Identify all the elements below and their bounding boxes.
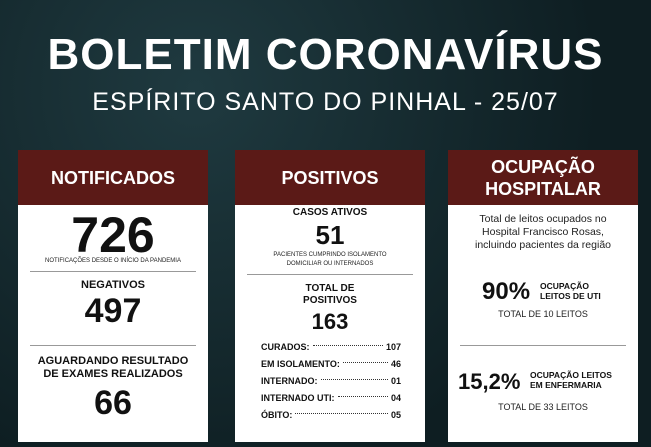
label-line: EM ENFERMARIA [530,380,602,390]
row-label: CURADOS: [261,341,310,352]
intro-line: Hospital Francisco Rosas, [482,226,604,238]
active-label: CASOS ATIVOS [292,207,368,218]
card-ocupacao: OCUPAÇÃO HOSPITALAR Total de leitos ocupa… [448,150,638,442]
heading-line: HOSPITALAR [485,178,601,199]
icu-value: 90% [482,278,531,305]
ward-total: TOTAL DE 33 LEITOS [498,402,588,412]
icu-total: TOTAL DE 10 LEITOS [498,309,588,319]
negatives-label: NEGATIVOS [81,279,145,291]
row-value: 107 [385,341,401,352]
pending: 66 [94,384,132,422]
breakdown-row: EM ISOLAMENTO: 46 [261,355,401,372]
ward-label: OCUPAÇÃO LEITOS EM ENFERMARIA [530,370,612,390]
card-heading: POSITIVOS [235,150,425,205]
heading-line: POSITIVOS [281,167,379,188]
label-line: TOTAL DE [305,283,355,294]
label-line: POSITIVOS [303,295,357,306]
card-heading: OCUPAÇÃO HOSPITALAR [448,150,638,205]
note-line: DOMICILIAR OU INTERNADOS [286,261,374,267]
divider [460,345,626,346]
row-leader [320,379,388,380]
label-line: AGUARDANDO RESULTADO [37,355,189,367]
note-line: PACIENTES CUMPRINDO ISOLAMENTO [273,252,387,258]
row-value: 05 [390,409,401,420]
active: 51 [315,220,345,250]
total-note: NOTIFICAÇÕES DESDE O INÍCIO DA PANDEMIA [45,258,181,264]
row-label: EM ISOLAMENTO: [261,358,340,369]
negatives: 497 [84,292,142,330]
card-notificados: NOTIFICADOS 726 NOTIFICAÇÕES DESDE O INÍ… [18,150,208,442]
row-value: 01 [390,375,401,386]
subtitle: ESPÍRITO SANTO DO PINHAL - 25/07 [92,88,559,116]
pending-label: AGUARDANDO RESULTADO DE EXAMES REALIZADOS [18,355,208,381]
title: BOLETIM CORONAVÍRUS [47,30,604,79]
card-heading: NOTIFICADOS [18,150,208,205]
label-line: OCUPAÇÃO LEITOS [530,370,612,380]
row-value: 46 [390,358,401,369]
active-note: PACIENTES CUMPRINDO ISOLAMENTO DOMICILIAR… [235,251,425,269]
heading-line: NOTIFICADOS [51,167,175,188]
divider [247,274,413,275]
row-value: 04 [390,392,401,403]
card-positivos: POSITIVOS CASOS ATIVOS 51 PACIENTES CUMP… [235,150,425,442]
divider [30,271,196,272]
breakdown-row: CURADOS: 107 [261,338,401,355]
label-line: OCUPAÇÃO [540,281,589,291]
breakdown-row: INTERNADO: 01 [261,372,401,389]
label-line: LEITOS DE UTI [540,291,601,301]
divider [30,345,196,346]
intro-line: Total de leitos ocupados no [479,213,607,225]
positive-breakdown: CURADOS: 107 EM ISOLAMENTO: 46 INTERNADO: 01 I… [261,338,401,423]
row-leader [312,345,383,346]
icu-label: OCUPAÇÃO LEITOS DE UTI [540,281,601,301]
row-label: INTERNADO UTI: [261,392,335,403]
total: 726 [71,207,155,263]
breakdown-row: ÓBITO: 05 [261,406,401,423]
heading-line: OCUPAÇÃO [491,156,595,177]
row-leader [295,413,388,414]
ward-value: 15,2% [458,369,521,394]
intro: Total de leitos ocupados no Hospital Fran… [448,213,638,252]
breakdown-row: INTERNADO UTI: 04 [261,389,401,406]
row-leader [337,396,388,397]
label-line: DE EXAMES REALIZADOS [43,368,183,380]
row-label: INTERNADO: [261,375,318,386]
row-leader [342,362,388,363]
total: 163 [311,309,349,334]
row-label: ÓBITO: [261,409,293,420]
intro-line: incluindo pacientes da região [474,239,611,251]
total-label: TOTAL DE POSITIVOS [235,283,425,307]
